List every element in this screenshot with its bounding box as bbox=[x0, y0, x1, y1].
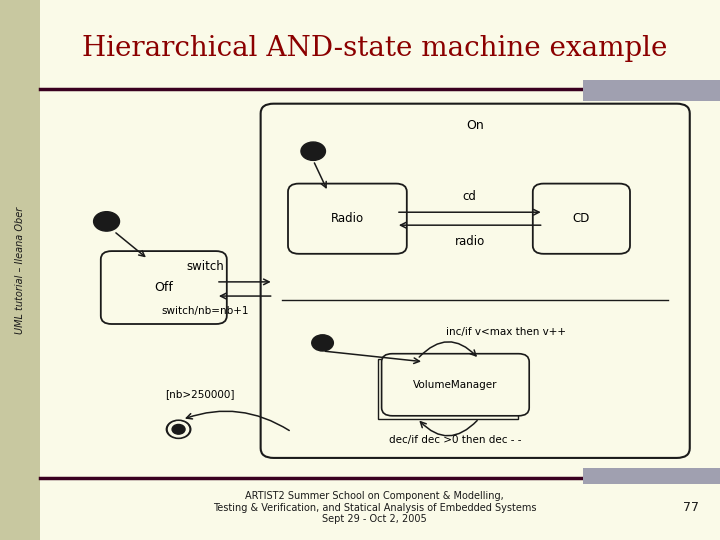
Circle shape bbox=[94, 212, 120, 231]
Text: CD: CD bbox=[572, 212, 590, 225]
FancyBboxPatch shape bbox=[382, 354, 529, 416]
Circle shape bbox=[168, 422, 189, 437]
Circle shape bbox=[312, 335, 333, 351]
FancyBboxPatch shape bbox=[101, 251, 227, 324]
Text: switch: switch bbox=[186, 260, 224, 273]
Circle shape bbox=[172, 424, 185, 434]
Text: ARTIST2 Summer School on Component & Modelling,
Testing & Verification, and Stat: ARTIST2 Summer School on Component & Mod… bbox=[212, 491, 536, 524]
FancyBboxPatch shape bbox=[0, 0, 40, 540]
FancyBboxPatch shape bbox=[533, 184, 630, 254]
Text: inc/if v<max then v++: inc/if v<max then v++ bbox=[446, 327, 566, 337]
Text: cd: cd bbox=[463, 190, 477, 202]
Text: UML tutorial – Ileana Ober: UML tutorial – Ileana Ober bbox=[15, 206, 24, 334]
Circle shape bbox=[166, 420, 191, 438]
Circle shape bbox=[301, 142, 325, 160]
FancyBboxPatch shape bbox=[583, 468, 720, 484]
FancyBboxPatch shape bbox=[288, 184, 407, 254]
Text: Hierarchical AND-state machine example: Hierarchical AND-state machine example bbox=[81, 35, 667, 62]
Text: switch/nb=nb+1: switch/nb=nb+1 bbox=[161, 306, 249, 316]
FancyBboxPatch shape bbox=[583, 80, 720, 101]
FancyBboxPatch shape bbox=[378, 359, 518, 418]
FancyBboxPatch shape bbox=[261, 104, 690, 458]
Text: On: On bbox=[467, 119, 484, 132]
Text: [nb>250000]: [nb>250000] bbox=[166, 389, 235, 399]
Text: dec/if dec >0 then dec - -: dec/if dec >0 then dec - - bbox=[389, 435, 522, 445]
Text: radio: radio bbox=[454, 235, 485, 248]
Text: Radio: Radio bbox=[330, 212, 364, 225]
Text: 77: 77 bbox=[683, 501, 699, 514]
Text: Off: Off bbox=[154, 281, 174, 294]
Text: VolumeManager: VolumeManager bbox=[413, 380, 498, 390]
